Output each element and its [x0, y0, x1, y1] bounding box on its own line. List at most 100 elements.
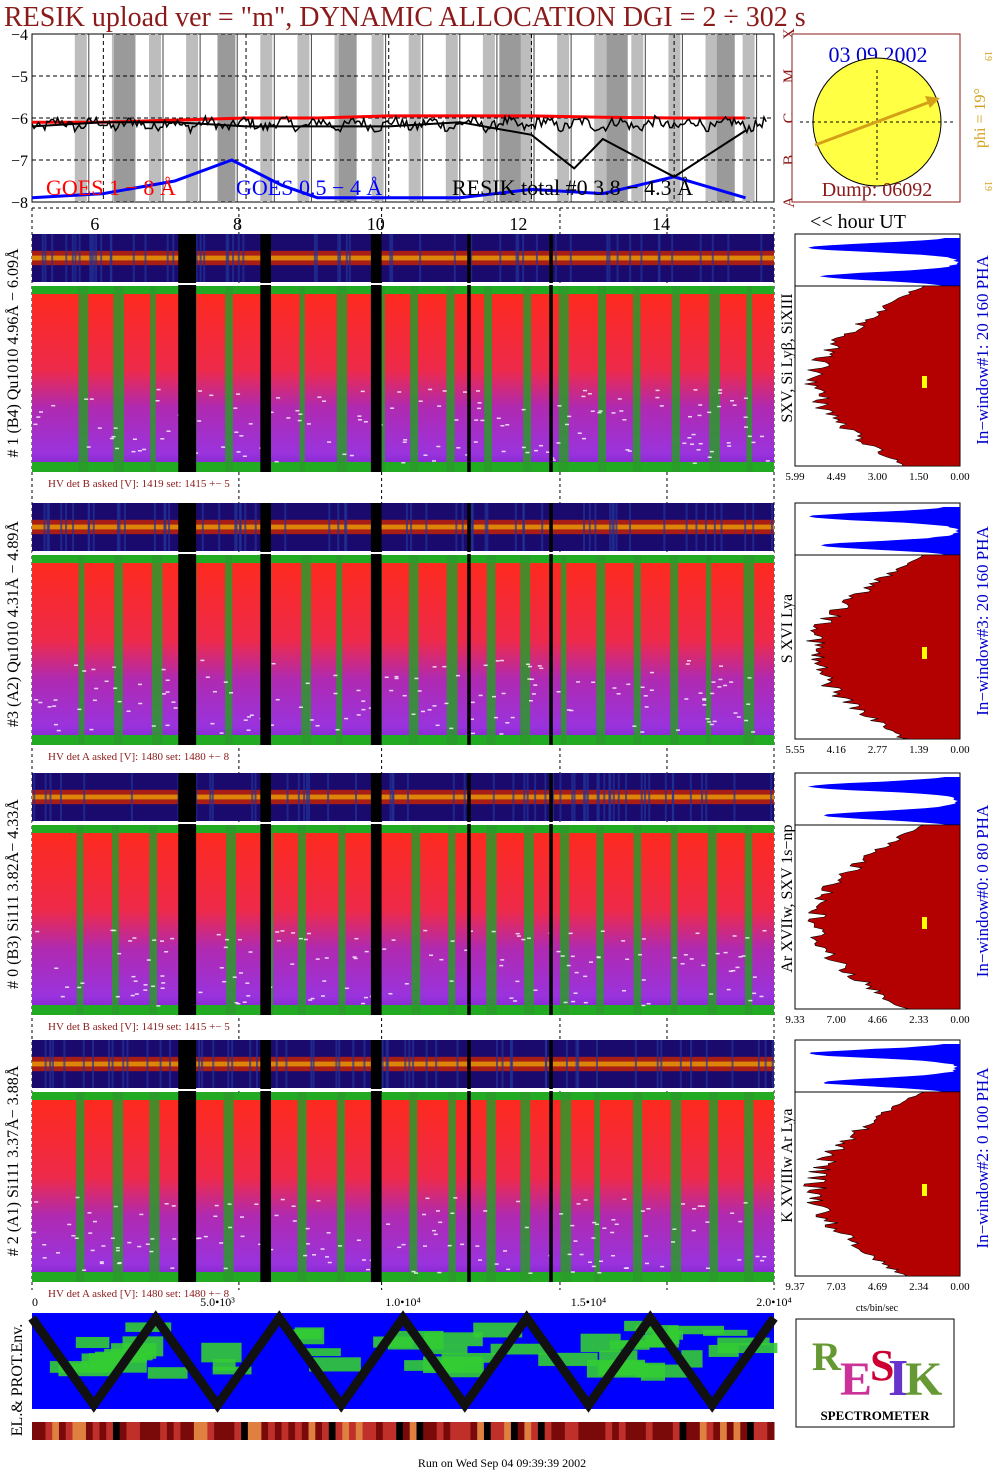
speckle	[104, 680, 109, 683]
green-stripe	[486, 825, 497, 1015]
window-label: In−window#2: 0 100 PHA	[973, 1067, 992, 1249]
speckle	[491, 930, 496, 933]
strip-noise	[389, 234, 392, 282]
green-stripe	[149, 825, 158, 1015]
speckle	[35, 930, 40, 933]
speckle	[626, 683, 631, 686]
strip-noise	[256, 1040, 259, 1088]
green-stripe	[598, 286, 606, 472]
green-stripe	[633, 555, 641, 745]
strip-noise	[760, 234, 763, 282]
speckle	[537, 665, 542, 667]
env-color-cell	[524, 1422, 532, 1440]
speckle	[82, 670, 87, 672]
speckle	[110, 1237, 115, 1240]
speckle	[439, 958, 444, 961]
spectrogram-bottom-edge	[32, 1272, 774, 1282]
env-color-cell	[726, 1422, 735, 1440]
speckle	[501, 692, 506, 695]
strip-noise	[335, 1040, 338, 1088]
strip-noise	[225, 234, 228, 282]
speckle	[149, 1250, 154, 1253]
env-orbit-zigzag	[28, 1310, 778, 1413]
spectrum-x-tick: 2.34	[909, 1281, 929, 1293]
strip-noise	[65, 234, 68, 282]
strip-noise	[514, 503, 517, 551]
speckle	[428, 388, 433, 391]
strip-noise	[303, 773, 306, 821]
strip-noise	[569, 234, 572, 282]
speckle	[356, 714, 361, 716]
env-color-cell	[477, 1422, 485, 1440]
speckle	[297, 419, 302, 422]
speckle	[390, 407, 395, 409]
strip-noise	[212, 1040, 215, 1088]
speckle	[762, 1255, 767, 1258]
env-color-cell	[456, 1422, 465, 1440]
speckle	[197, 1237, 202, 1239]
speckle	[698, 442, 703, 445]
strip-noise	[328, 503, 331, 551]
speckle	[737, 1259, 742, 1261]
spectrogram	[32, 555, 774, 745]
strip-noise	[405, 503, 408, 551]
env-green-patch	[717, 1337, 770, 1346]
speckle	[356, 1239, 361, 1241]
speckle	[641, 979, 646, 981]
speckle	[417, 690, 422, 692]
spectrum-x-tick: 4.66	[868, 1014, 888, 1026]
strip-noise	[541, 503, 544, 551]
speckle	[752, 992, 757, 995]
speckle	[77, 986, 82, 989]
speckle	[685, 663, 690, 665]
strip-noise	[629, 503, 632, 551]
speckle	[326, 1232, 331, 1234]
speckle	[101, 1245, 106, 1247]
env-color-cell	[578, 1422, 586, 1440]
env-color-cell	[166, 1422, 175, 1440]
speckle	[611, 1254, 616, 1257]
speckle	[33, 423, 38, 426]
speckle	[696, 449, 701, 451]
data-gap	[178, 234, 197, 472]
green-stripe	[78, 555, 85, 745]
speckle	[228, 1226, 233, 1229]
env-color-cell	[659, 1422, 667, 1440]
green-stripe	[408, 555, 419, 745]
speckle	[325, 1256, 330, 1258]
speckle	[598, 410, 603, 412]
speckle	[689, 958, 694, 960]
speckle	[280, 1198, 285, 1201]
speckle	[730, 1212, 735, 1214]
speckle	[233, 407, 238, 409]
spectrum-x-tick: 9.37	[785, 1281, 805, 1293]
strip-noise	[49, 1040, 52, 1088]
strip-noise	[82, 1040, 85, 1088]
strip-noise	[65, 503, 68, 551]
env-color-cell	[760, 1422, 768, 1440]
speckle	[170, 1267, 175, 1269]
speckle	[760, 1259, 765, 1262]
strip-noise	[588, 503, 591, 551]
speckle	[243, 719, 248, 721]
env-green-patch	[708, 1344, 739, 1357]
speckle	[143, 984, 148, 986]
speckle	[566, 964, 571, 967]
speckle	[702, 704, 707, 706]
speckle	[702, 698, 707, 700]
speckle	[574, 971, 579, 974]
spectrum-x-tick: 2.33	[909, 1014, 929, 1026]
speckle	[322, 980, 327, 982]
strip-noise	[308, 773, 311, 821]
strip-noise	[586, 773, 589, 821]
speckle	[74, 664, 79, 667]
green-stripe	[484, 286, 492, 472]
strip-noise	[640, 234, 643, 282]
speckle	[711, 681, 716, 683]
green-stripe	[225, 286, 233, 472]
speckle	[216, 933, 221, 936]
speckle	[705, 1221, 710, 1223]
channel-label: # 1 (B4) Qu1010 4.96Å − 6.09Å	[4, 248, 22, 457]
speckle	[99, 1261, 104, 1263]
speckle	[361, 708, 366, 711]
